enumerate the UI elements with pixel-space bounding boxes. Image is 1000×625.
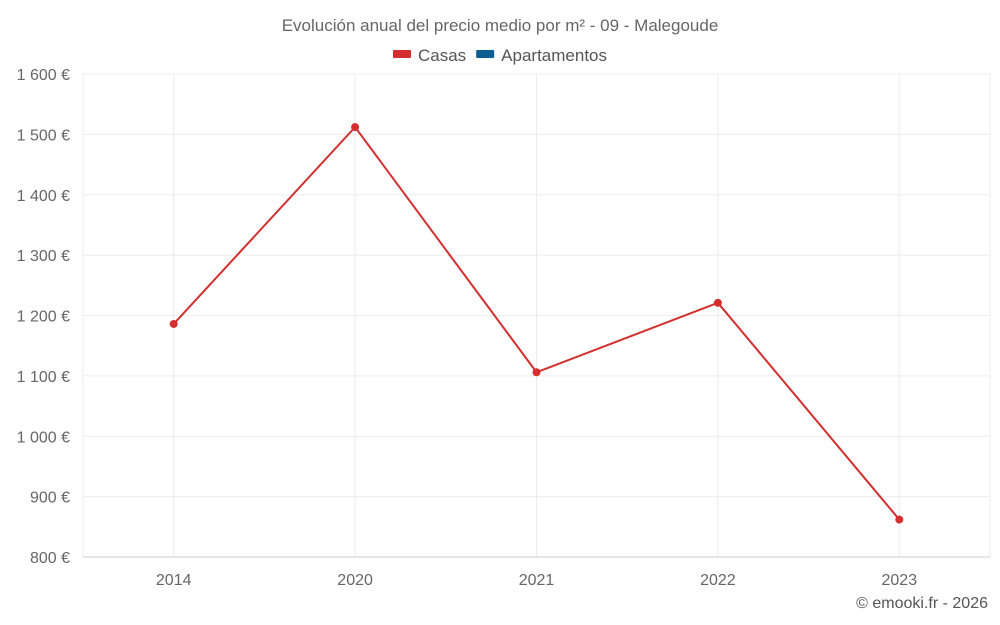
- y-tick-label: 800 €: [30, 550, 70, 567]
- legend-item-casas: Casas: [392, 46, 466, 65]
- series-layer: [169, 123, 904, 524]
- chart-title: Evolución anual del precio medio por m² …: [282, 16, 719, 35]
- y-tick-label: 1 000 €: [17, 429, 70, 446]
- x-tick-label: 2020: [337, 572, 373, 589]
- data-point: [532, 368, 541, 377]
- data-point: [351, 123, 360, 132]
- grid: [82, 73, 991, 557]
- data-point: [713, 298, 722, 307]
- y-tick-label: 1 600 €: [17, 67, 70, 84]
- y-tick-label: 1 300 €: [17, 248, 70, 265]
- legend-swatch: [392, 50, 411, 58]
- x-tick-label: 2014: [156, 572, 192, 589]
- x-tick-label: 2022: [700, 572, 736, 589]
- credit-text: © emooki.fr - 2026: [856, 595, 988, 612]
- axes: 800 € 900 € 1 000 € 1 100 € 1 200 € 1 300 € 1 …: [17, 67, 990, 589]
- y-tick-label: 900 €: [30, 490, 70, 507]
- y-tick-label: 1 100 €: [17, 369, 70, 386]
- legend-label: Casas: [418, 46, 466, 65]
- legend-swatch: [476, 50, 495, 58]
- y-tick-label: 1 400 €: [17, 188, 70, 205]
- x-tick-label: 2021: [519, 572, 555, 589]
- data-point: [169, 319, 178, 328]
- data-point: [895, 515, 904, 524]
- legend: Casas Apartamentos: [392, 46, 607, 65]
- y-tick-label: 1 200 €: [17, 309, 70, 326]
- legend-item-apartamentos: Apartamentos: [476, 46, 607, 65]
- y-tick-label: 1 500 €: [17, 127, 70, 144]
- x-tick-label: 2023: [882, 572, 918, 589]
- legend-label: Apartamentos: [501, 46, 607, 65]
